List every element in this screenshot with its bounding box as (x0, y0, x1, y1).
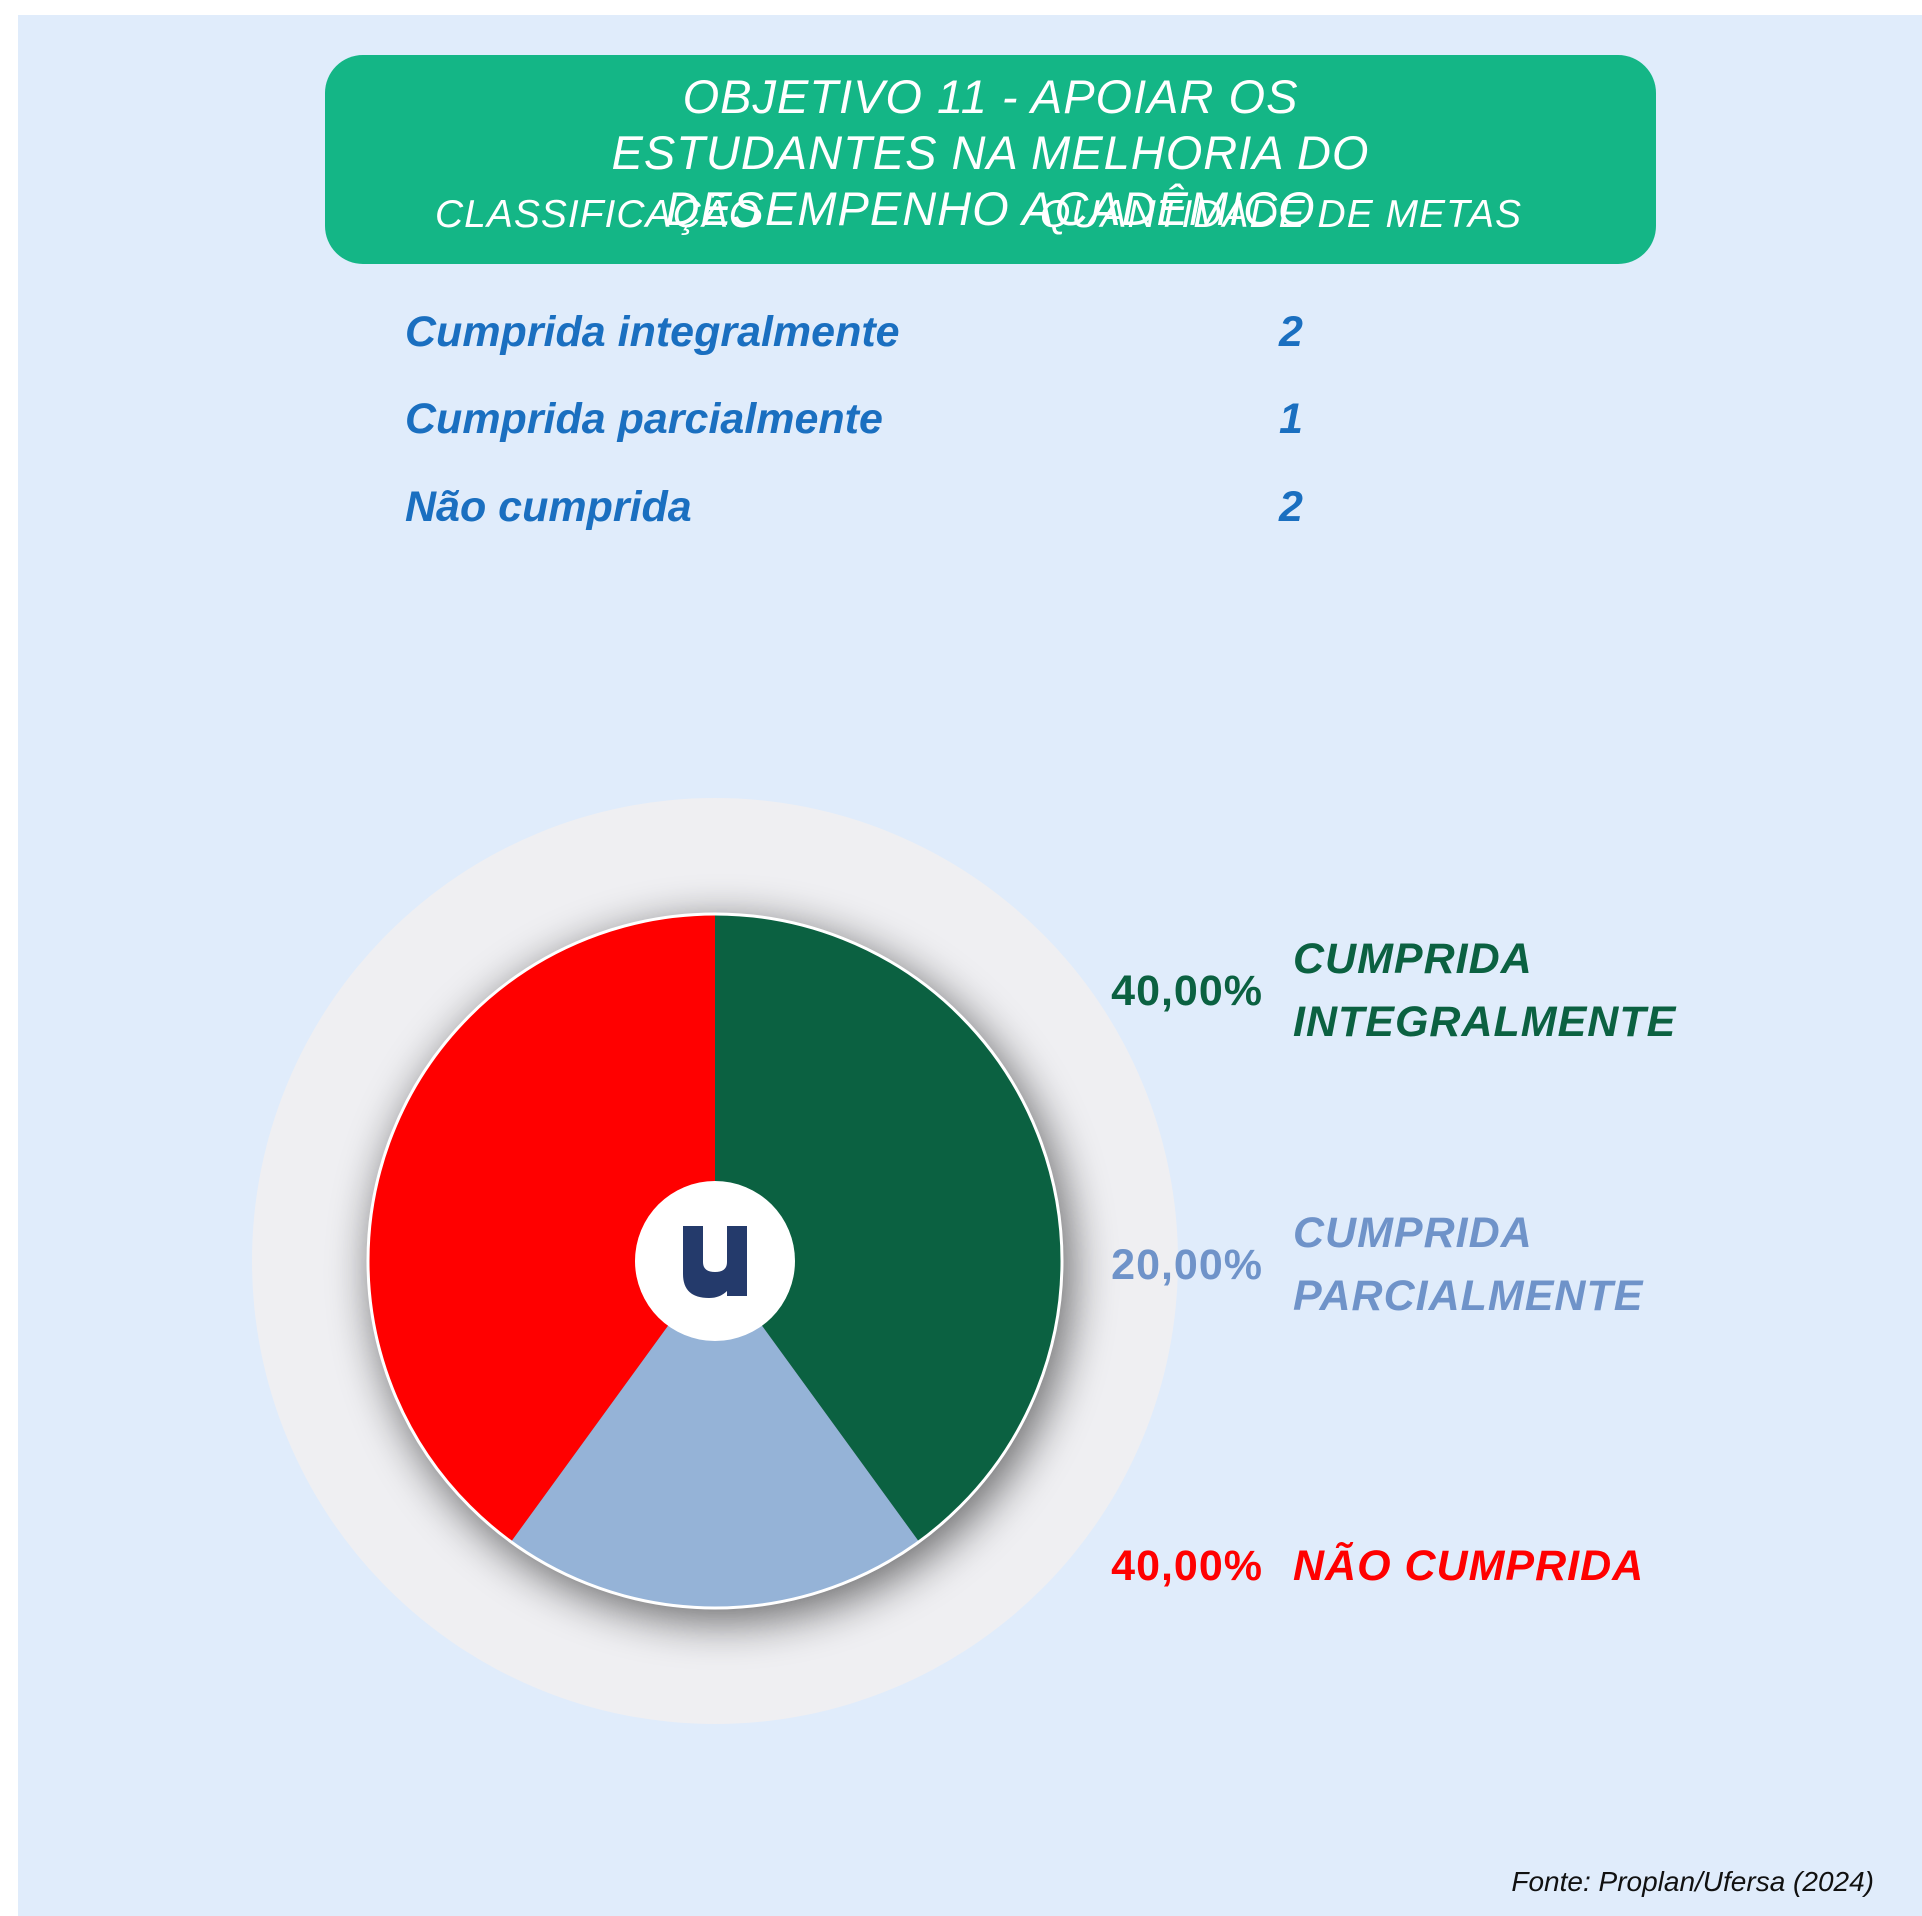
percent-label: 40,00% (1111, 966, 1263, 1015)
row-value: 2 (1279, 483, 1303, 531)
category-label: CUMPRIDA INTEGRALMENTE (1293, 935, 1677, 1046)
row-value: 1 (1279, 395, 1303, 443)
pie-slice (715, 914, 1062, 1542)
category-label: CUMPRIDA PARCIALMENTE (1293, 1209, 1644, 1320)
column-header: QUANTIDADE DE METAS (1040, 193, 1522, 236)
pie-slice (368, 914, 715, 1542)
logo (683, 1226, 747, 1298)
column-header: CLASSIFICAÇÃO (435, 193, 761, 236)
pie-border (366, 912, 1064, 1610)
row-label: Cumprida parcialmente (405, 395, 883, 443)
logo-circle (635, 1181, 795, 1341)
pie-slice (511, 1261, 919, 1608)
percent-label: 20,00% (1111, 1240, 1263, 1289)
percent-label: 40,00% (1111, 1541, 1263, 1590)
category-label: NÃO CUMPRIDA (1293, 1541, 1645, 1590)
row-value: 2 (1279, 308, 1303, 356)
row-label: Cumprida integralmente (405, 308, 900, 356)
header-box: OBJETIVO 11 - APOIAR OS ESTUDANTES NA ME… (325, 55, 1656, 264)
row-label: Não cumprida (405, 483, 692, 531)
source: Fonte: Proplan/Ufersa (2024) (1511, 1866, 1874, 1897)
title: OBJETIVO 11 - APOIAR OS ESTUDANTES NA ME… (611, 70, 1370, 235)
